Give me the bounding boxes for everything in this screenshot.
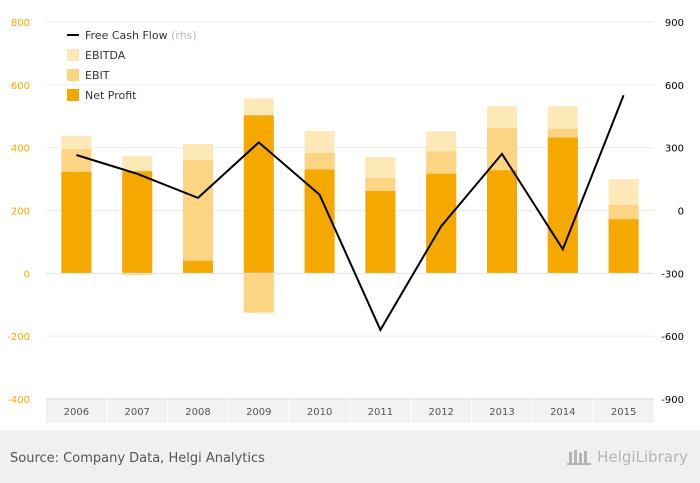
bar-net-profit-2012 — [426, 173, 457, 274]
legend-swatch-ebit — [67, 69, 79, 81]
footer: Source: Company Data, Helgi Analytics He… — [0, 430, 700, 483]
y-left-tick-label: 0 — [24, 269, 30, 280]
x-tick-label: 2006 — [64, 407, 89, 418]
brand-text: HelgiLibrary — [597, 448, 688, 466]
axes: 2006 2007 2008 2009 2010 2011 2012 2013 2014 2015… — [7, 18, 684, 423]
library-icon — [567, 450, 592, 465]
legend-label-ebit: EBIT — [85, 69, 110, 82]
y-right-tick-label: 600 — [665, 81, 684, 92]
x-tick-label: 2010 — [307, 407, 332, 418]
x-tick-label: 2007 — [124, 407, 149, 418]
y-left-tick-label: 400 — [11, 144, 30, 155]
bar-net-profit-2013 — [487, 170, 517, 274]
bar-net-profit-2009 — [243, 115, 274, 274]
x-tick-label: 2013 — [489, 407, 514, 418]
y-left-tick-label: 600 — [11, 81, 30, 92]
y-right-tick-label: -600 — [661, 332, 684, 343]
y-left-tick-label: -200 — [7, 332, 30, 343]
x-tick-label: 2011 — [368, 407, 393, 418]
bar-net-profit-2011 — [365, 191, 396, 274]
bar-net-profit-2007 — [122, 171, 153, 274]
legend-swatch-ebitda — [67, 49, 79, 61]
bars — [61, 98, 639, 313]
x-tick-label: 2012 — [428, 407, 453, 418]
y-left-tick-label: -400 — [7, 395, 30, 406]
y-right-tick-label: -300 — [661, 269, 684, 280]
bar-net-profit-2006 — [61, 171, 92, 274]
bar-net-profit-2015 — [608, 219, 639, 274]
legend-label-free-cash-flow: Free Cash Flow (rhs) — [85, 29, 197, 42]
bar-net-profit-2014 — [547, 137, 578, 274]
x-tick-label: 2009 — [246, 407, 271, 418]
x-tick-label: 2015 — [611, 407, 636, 418]
source-text: Source: Company Data, Helgi Analytics — [10, 451, 265, 466]
y-right-tick-label: 300 — [665, 144, 684, 155]
legend: Free Cash Flow (rhs) EBITDA EBIT Net Profit — [67, 29, 197, 102]
bar-net-profit-2008 — [183, 260, 213, 274]
legend-suffix: (rhs) — [168, 29, 197, 42]
bar-ebit-2009 — [243, 273, 274, 313]
legend-label-net-profit: Net Profit — [85, 89, 137, 102]
legend-label-ebitda: EBITDA — [85, 49, 126, 62]
x-tick-label: 2008 — [185, 407, 210, 418]
y-left-tick-label: 800 — [11, 18, 30, 29]
y-left-tick-label: 200 — [11, 207, 30, 218]
legend-swatch-net-profit — [67, 89, 79, 101]
y-right-tick-label: 0 — [678, 207, 684, 218]
fcf-line — [76, 94, 625, 333]
brand-logo: HelgiLibrary — [567, 448, 688, 466]
x-tick-label: 2014 — [550, 407, 575, 418]
y-right-tick-label: -900 — [661, 395, 684, 406]
bar-ebit-2008 — [183, 160, 213, 274]
y-right-tick-label: 900 — [665, 18, 684, 29]
bar-ebit-2007 — [122, 273, 153, 275]
series-line-free-cash-flow — [76, 94, 625, 333]
